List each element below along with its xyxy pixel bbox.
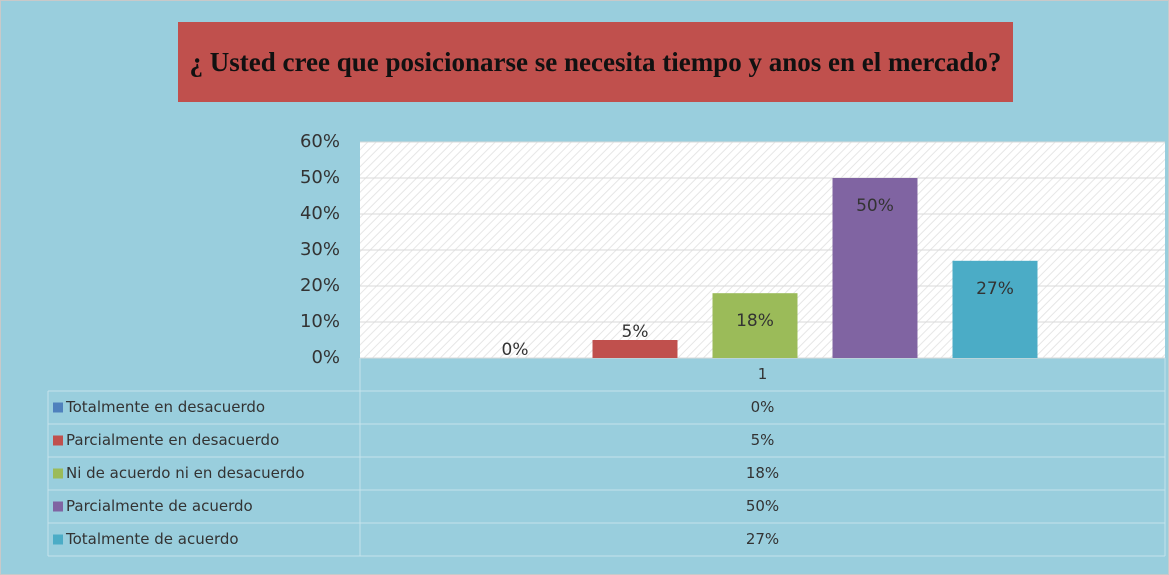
table-value: 18% <box>746 464 779 482</box>
legend-label: Totalmente de acuerdo <box>65 530 239 548</box>
data-label: 18% <box>736 311 774 331</box>
data-label: 50% <box>856 196 894 216</box>
table-value: 50% <box>746 497 779 515</box>
bar <box>592 340 678 358</box>
data-label: 27% <box>976 279 1014 299</box>
legend-label: Parcialmente de acuerdo <box>66 497 253 515</box>
category-label: 1 <box>758 365 768 383</box>
chart-title: ¿ Usted cree que posicionarse se necesit… <box>178 22 1013 102</box>
data-label: 5% <box>622 322 649 342</box>
table-value: 27% <box>746 530 779 548</box>
legend-swatch <box>53 468 63 479</box>
legend-swatch <box>53 534 63 545</box>
bar <box>832 178 918 358</box>
y-tick-label: 0% <box>311 347 340 368</box>
bar <box>952 260 1038 358</box>
y-tick-label: 60% <box>300 131 340 152</box>
legend-swatch <box>53 402 63 413</box>
y-tick-label: 30% <box>300 239 340 260</box>
legend-label: Parcialmente en desacuerdo <box>66 431 279 449</box>
legend-swatch <box>53 501 63 512</box>
y-tick-label: 50% <box>300 167 340 188</box>
table-value: 0% <box>751 398 775 416</box>
legend-label: Totalmente en desacuerdo <box>65 398 265 416</box>
legend-swatch <box>53 435 63 446</box>
data-label: 0% <box>502 340 529 360</box>
bar <box>712 293 798 358</box>
table-value: 5% <box>751 431 775 449</box>
y-tick-label: 40% <box>300 203 340 224</box>
y-tick-label: 10% <box>300 311 340 332</box>
y-tick-label: 20% <box>300 275 340 296</box>
legend-label: Ni de acuerdo ni en desacuerdo <box>66 464 305 482</box>
